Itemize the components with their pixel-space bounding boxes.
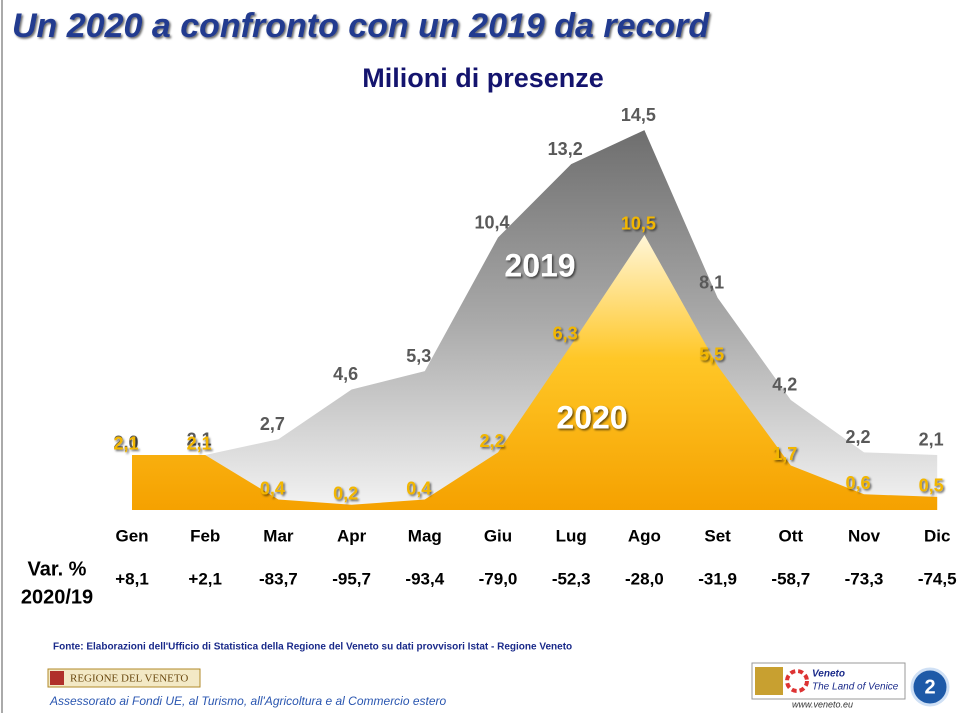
value-label: 4,6 xyxy=(333,364,358,384)
x-tick-label: Dic xyxy=(924,526,950,545)
value-label: 5,5 xyxy=(699,345,724,365)
page-number: 2 xyxy=(924,676,935,698)
value-label: 2,0 xyxy=(113,432,138,452)
x-tick-label: Mag xyxy=(408,526,442,545)
variation: +2,1 xyxy=(188,569,222,588)
variation: -73,3 xyxy=(845,569,884,588)
value-label: 2,1 xyxy=(187,434,212,454)
org-logo xyxy=(47,668,201,688)
value-label: 2,2 xyxy=(845,427,870,447)
x-tick-label: Mar xyxy=(263,526,294,545)
variation: -28,0 xyxy=(625,569,664,588)
value-label: 10,5 xyxy=(621,214,656,234)
value-label: 2,1 xyxy=(113,434,138,454)
value-label: 0,2 xyxy=(333,484,358,504)
value-label: 2,1 xyxy=(187,430,212,450)
x-tick-label: Set xyxy=(704,526,731,545)
brand-tagline: The Land of Venice xyxy=(812,682,899,693)
variation: -83,7 xyxy=(259,569,298,588)
series-label: 2019 xyxy=(504,247,575,283)
value-label: 10,4 xyxy=(474,212,509,232)
plot xyxy=(132,130,938,510)
x-tick-label: Giu xyxy=(484,526,512,545)
value-label: 14,5 xyxy=(621,105,656,125)
value-label: 6,3 xyxy=(553,324,578,344)
department: Assessorato ai Fondi UE, al Turismo, all… xyxy=(49,694,447,708)
x-tick-label: Ago xyxy=(628,526,661,545)
area xyxy=(132,234,938,510)
variation: -93,4 xyxy=(405,569,444,588)
x-tick-label: Nov xyxy=(848,526,881,545)
chart-title: Milioni di presenze xyxy=(362,63,604,93)
variation: -52,3 xyxy=(552,569,591,588)
var-label: Var. % xyxy=(28,558,87,580)
org-name: REGIONE DEL VENETO xyxy=(70,673,188,685)
value-label: 0,6 xyxy=(845,473,870,493)
x-tick-label: Gen xyxy=(115,526,148,545)
value-label: 0,4 xyxy=(406,478,431,498)
variation: -31,9 xyxy=(698,569,737,588)
slide-title: Un 2020 a confronto con un 2019 da recor… xyxy=(12,7,710,45)
x-tick-label: Feb xyxy=(190,526,220,545)
variation: -79,0 xyxy=(479,569,518,588)
value-label: 2,1 xyxy=(919,430,944,450)
x-tick-label: Lug xyxy=(556,526,587,545)
var-label: 2020/19 xyxy=(21,586,93,608)
value-label: 13,2 xyxy=(548,139,583,159)
value-label: 0,5 xyxy=(919,476,944,496)
variation: +8,1 xyxy=(115,569,149,588)
x-tick-label: Ott xyxy=(779,526,804,545)
org-emblem xyxy=(50,671,64,685)
website: www.veneto.eu xyxy=(792,699,853,709)
value-label: 2,7 xyxy=(260,414,285,434)
value-label: 8,1 xyxy=(699,273,724,293)
value-label: 0,4 xyxy=(260,478,285,498)
page-badge xyxy=(910,667,950,707)
brand-star xyxy=(785,669,809,693)
value-label: 5,3 xyxy=(406,346,431,366)
value-label: 1,7 xyxy=(772,444,797,464)
series-label: 2020 xyxy=(556,399,627,435)
variation: -58,7 xyxy=(771,569,810,588)
variation: -74,5 xyxy=(918,569,957,588)
x-tick-label: Apr xyxy=(337,526,367,545)
value-label: 4,2 xyxy=(772,375,797,395)
source: Fonte: Elaborazioni dell'Ufficio di Stat… xyxy=(53,642,572,653)
variation: -95,7 xyxy=(332,569,371,588)
brand-emblem xyxy=(755,667,783,695)
brand: Veneto xyxy=(812,669,845,680)
value-label: 2,2 xyxy=(479,431,504,451)
